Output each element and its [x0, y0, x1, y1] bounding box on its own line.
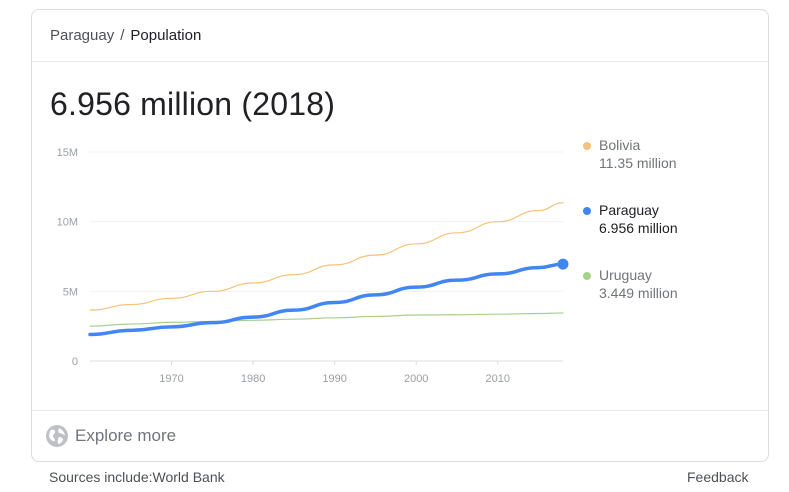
series-endpoint-paraguay[interactable]: [557, 258, 569, 270]
legend-name: Bolivia: [599, 137, 641, 153]
breadcrumb-country[interactable]: Paraguay: [50, 27, 115, 44]
sources-text: Sources include:World Bank: [49, 469, 225, 485]
legend-value: 6.956 million: [599, 220, 678, 236]
feedback-link[interactable]: Feedback: [687, 469, 749, 485]
explore-more-button[interactable]: Explore more: [45, 424, 176, 448]
legend-name: Uruguay: [599, 267, 652, 283]
footer-divider: [32, 410, 768, 411]
legend-name: Paraguay: [599, 202, 659, 218]
legend-value: 3.449 million: [599, 285, 678, 301]
population-headline: 6.956 million (2018): [50, 86, 336, 122]
legend-dot: [583, 272, 591, 280]
globe-icon: [46, 425, 68, 447]
legend-dot: [583, 142, 591, 150]
breadcrumb: Paraguay / Population: [50, 27, 201, 44]
header-divider: [32, 61, 768, 62]
breadcrumb-separator: /: [120, 27, 125, 44]
explore-more-label: Explore more: [75, 426, 177, 445]
breadcrumb-topic: Population: [130, 27, 202, 44]
legend-value: 11.35 million: [599, 155, 677, 171]
legend-dot: [583, 207, 591, 215]
